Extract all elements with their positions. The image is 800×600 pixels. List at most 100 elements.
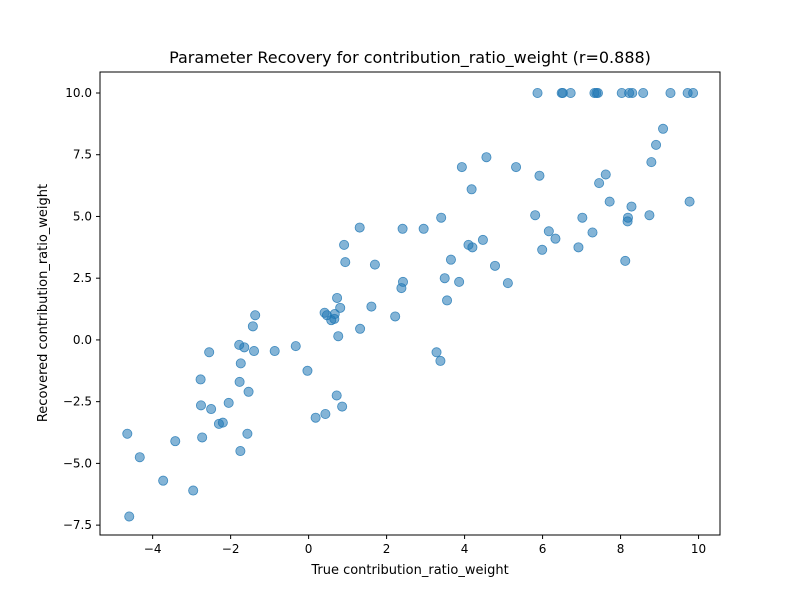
data-point <box>466 184 477 195</box>
data-point <box>550 233 561 244</box>
y-tick-label: 0.0 <box>73 333 92 347</box>
x-tick-label: 6 <box>539 542 547 556</box>
data-point <box>124 511 135 522</box>
x-tick-label: 0 <box>305 542 313 556</box>
y-tick-label: 7.5 <box>73 148 92 162</box>
data-point <box>511 162 522 173</box>
x-tick-label: 2 <box>383 542 391 556</box>
data-points <box>122 87 699 522</box>
data-point <box>594 178 605 189</box>
data-point <box>435 355 446 366</box>
y-tick-label: −5.0 <box>63 456 92 470</box>
data-point <box>532 87 543 98</box>
x-tick-label: 10 <box>691 542 706 556</box>
data-point <box>310 412 321 423</box>
data-point <box>534 170 545 181</box>
data-point <box>195 374 206 385</box>
data-point <box>688 87 699 98</box>
data-point <box>431 347 442 358</box>
data-point <box>390 311 401 322</box>
data-point <box>134 452 145 463</box>
data-point <box>234 376 245 387</box>
data-point <box>646 157 657 168</box>
data-point <box>331 390 342 401</box>
data-point <box>592 87 603 98</box>
data-point <box>454 276 465 287</box>
y-tick-label: 2.5 <box>73 271 92 285</box>
data-point <box>366 301 377 312</box>
data-point <box>170 436 181 447</box>
data-point <box>337 401 348 412</box>
plot-area-frame <box>99 71 721 536</box>
data-point <box>195 400 206 411</box>
data-point <box>684 196 695 207</box>
data-point <box>467 242 478 253</box>
y-tick-label: 5.0 <box>73 209 92 223</box>
data-point <box>249 346 260 357</box>
data-point <box>250 310 261 321</box>
data-point <box>638 87 649 98</box>
data-point <box>339 239 350 250</box>
x-axis-ticks: −4 −2 0 2 4 6 8 10 <box>144 535 706 556</box>
data-point <box>622 212 633 223</box>
data-point <box>502 278 513 289</box>
data-point <box>565 87 576 98</box>
data-point <box>354 222 365 233</box>
data-point <box>481 152 492 163</box>
data-point <box>355 323 366 334</box>
data-point <box>242 428 253 439</box>
data-point <box>320 408 331 419</box>
data-point <box>247 321 258 332</box>
x-tick-label: 8 <box>617 542 625 556</box>
data-point <box>644 210 655 221</box>
data-point <box>627 87 638 98</box>
data-point <box>243 386 254 397</box>
data-point <box>335 302 346 313</box>
x-tick-label: −2 <box>222 542 240 556</box>
data-point <box>340 257 351 268</box>
data-point <box>204 347 215 358</box>
data-point <box>418 223 429 234</box>
data-point <box>197 432 208 443</box>
chart-title: Parameter Recovery for contribution_rati… <box>169 48 651 68</box>
data-point <box>442 295 453 306</box>
data-point <box>665 87 676 98</box>
data-point <box>456 162 467 173</box>
x-axis-label: True contribution_ratio_weight <box>310 563 508 578</box>
y-tick-label: 10.0 <box>65 86 92 100</box>
data-point <box>436 212 447 223</box>
data-point <box>587 227 598 238</box>
data-point <box>600 169 611 180</box>
data-point <box>477 234 488 245</box>
data-point <box>445 254 456 265</box>
data-point <box>397 276 408 287</box>
data-point <box>333 331 344 342</box>
data-point <box>369 259 380 270</box>
data-point <box>439 273 450 284</box>
data-point <box>573 242 584 253</box>
y-tick-label: −2.5 <box>63 395 92 409</box>
data-point <box>530 210 541 221</box>
y-tick-label: −7.5 <box>63 518 92 532</box>
data-point <box>217 417 228 428</box>
data-point <box>206 404 217 415</box>
data-point <box>332 292 343 303</box>
data-point <box>158 475 169 486</box>
data-point <box>235 358 246 369</box>
y-axis-ticks: −7.5 −5.0 −2.5 0.0 2.5 5.0 7.5 10.0 <box>63 86 100 532</box>
data-point <box>302 365 313 376</box>
data-point <box>543 226 554 237</box>
data-point <box>620 255 631 266</box>
data-point <box>658 123 669 134</box>
data-point <box>490 260 501 271</box>
y-axis-label: Recovered contribution_ratio_weight <box>36 184 51 422</box>
data-point <box>626 201 637 212</box>
data-point <box>290 341 301 352</box>
data-point <box>397 223 408 234</box>
data-point <box>577 212 588 223</box>
data-point <box>651 139 662 150</box>
data-point <box>239 342 250 353</box>
data-point <box>122 428 133 439</box>
